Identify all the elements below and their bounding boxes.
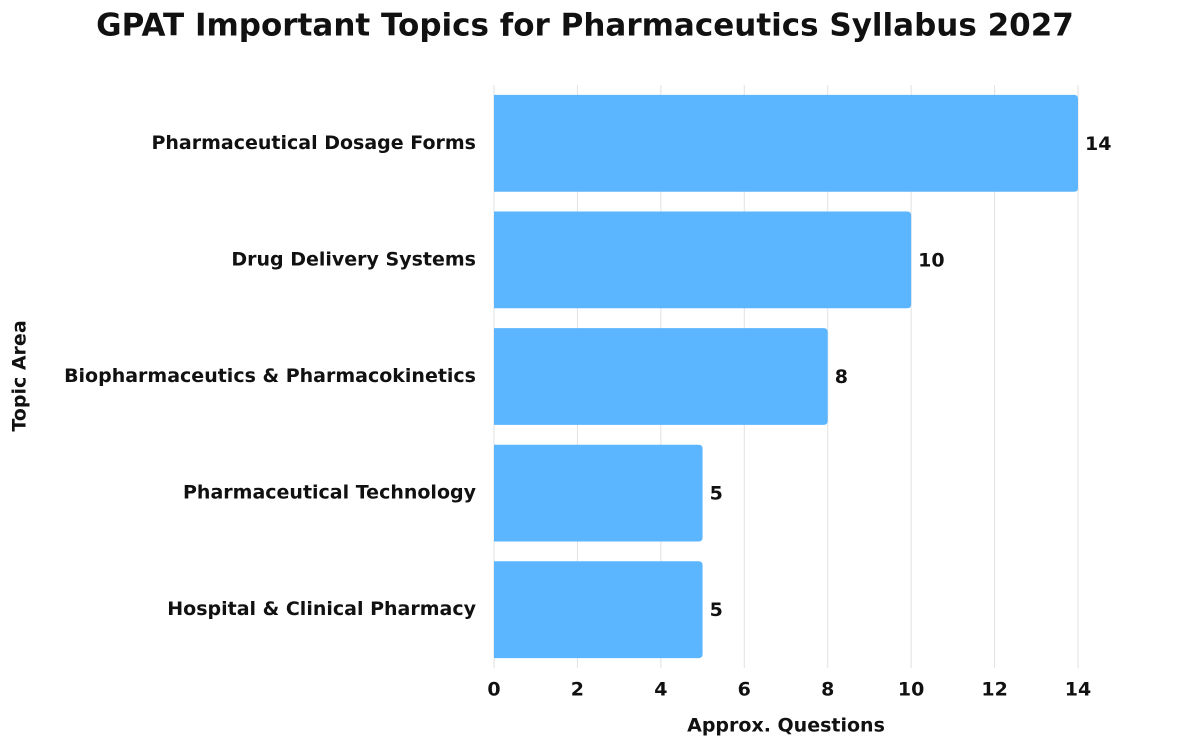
bar (494, 328, 828, 425)
y-tick-label: Biopharmaceutics & Pharmacokinetics (64, 365, 476, 387)
bar (494, 444, 703, 542)
x-tick-label: 4 (654, 679, 667, 701)
y-axis-label: Topic Area (9, 320, 31, 431)
chart-title: GPAT Important Topics for Pharmaceutics … (96, 8, 1074, 44)
data-label: 8 (835, 366, 848, 388)
x-tick-label: 12 (981, 679, 1007, 701)
x-tick-label: 2 (571, 679, 584, 701)
x-tick-label: 6 (738, 679, 751, 701)
data-label: 5 (710, 599, 723, 621)
x-axis-label: Approx. Questions (687, 715, 885, 737)
data-label: 10 (918, 249, 944, 271)
bar (494, 211, 912, 309)
x-tick-label: 10 (898, 679, 924, 701)
x-tick-label: 14 (1065, 679, 1091, 701)
data-label: 5 (710, 483, 723, 505)
y-tick-label: Drug Delivery Systems (231, 248, 476, 270)
x-tick-label: 8 (821, 679, 834, 701)
x-tick-label: 0 (487, 679, 500, 701)
y-tick-label: Pharmaceutical Technology (183, 482, 477, 504)
bar (494, 561, 703, 659)
bar (494, 94, 1078, 192)
y-tick-label: Pharmaceutical Dosage Forms (151, 132, 476, 154)
data-label: 14 (1085, 133, 1111, 155)
y-tick-label: Hospital & Clinical Pharmacy (167, 598, 476, 620)
